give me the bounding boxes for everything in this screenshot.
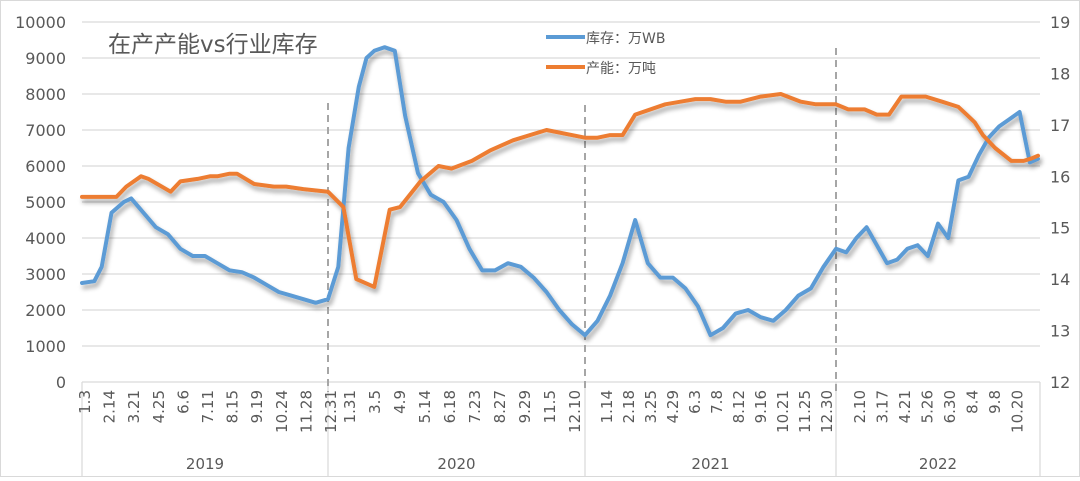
y-axis-right: 12 13 14 15 16 17 18 19: [1050, 13, 1070, 392]
x-tick-label: 3.17: [874, 390, 892, 423]
x-tick-label: 3.21: [125, 390, 143, 423]
y-axis-left: 0 1000 2000 3000 4000 5000 6000 7000 8000 9000 100…: [15, 13, 66, 392]
y-left-tick-label: 9000: [25, 49, 66, 68]
x-tick-label: 5.14: [416, 390, 434, 423]
y-left-tick-label: 3000: [25, 265, 66, 284]
x-tick-label: 5.26: [919, 390, 937, 423]
x-tick-label: 11.25: [796, 390, 814, 433]
legend-label-inventory: 库存：万WB: [586, 31, 665, 47]
x-tick-label: 4.21: [896, 390, 914, 423]
gridlines: [82, 21, 1040, 347]
year-label: 2020: [437, 455, 475, 473]
x-tick-label: 8.12: [730, 390, 748, 423]
legend: 库存：万WB 产能：万吨: [546, 31, 665, 77]
x-tick-label: 10.24: [273, 390, 291, 433]
x-tick-label: 12.31: [322, 390, 340, 433]
x-tick-label: 10.21: [774, 390, 792, 433]
x-tick-label: 12.10: [566, 390, 584, 433]
y-right-tick-label: 16: [1050, 167, 1070, 186]
x-tick-label: 6.3: [686, 390, 704, 414]
chart-title: 在产产能vs行业库存: [108, 32, 318, 58]
y-left-tick-label: 8000: [25, 85, 66, 104]
x-tick-label: 7.23: [466, 390, 484, 423]
x-tick-label: 4.9: [391, 390, 409, 414]
year-label: 2022: [919, 455, 957, 473]
y-right-tick-label: 18: [1050, 64, 1070, 83]
y-right-tick-label: 12: [1050, 373, 1070, 392]
year-label: 2019: [186, 455, 224, 473]
x-tick-label: 2.10: [851, 390, 869, 423]
x-tick-label: 6.18: [441, 390, 459, 423]
y-right-tick-label: 15: [1050, 219, 1070, 238]
series-line-inventory: [80, 45, 1040, 338]
y-left-tick-label: 1000: [25, 337, 66, 356]
x-tick-label: 7.11: [199, 390, 217, 423]
x-tick-label: 11.5: [541, 390, 559, 423]
x-tick-label: 8.15: [224, 390, 242, 423]
year-separators: [327, 48, 837, 392]
x-tick-label: 2.14: [101, 390, 119, 423]
y-right-tick-label: 17: [1050, 116, 1070, 135]
x-tick-label: 12.30: [818, 390, 836, 433]
x-tick-label: 11.28: [297, 390, 315, 433]
y-right-tick-label: 13: [1050, 322, 1070, 341]
x-tick-label: 1.14: [598, 390, 616, 423]
x-tick-label: 7.8: [708, 390, 726, 414]
x-tick-label: 9.16: [752, 390, 770, 423]
x-tick-label: 6.6: [174, 390, 192, 414]
legend-label-capacity: 产能：万吨: [586, 61, 656, 77]
x-tick-label: 2.18: [620, 390, 638, 423]
series-line-capacity: [80, 92, 1040, 289]
x-tick-label: 4.25: [150, 390, 168, 423]
y-left-tick-label: 2000: [25, 301, 66, 320]
x-tick-label: 9.29: [516, 390, 534, 423]
x-axis: 1.3 2.14 3.21 4.25 6.6 7.11 8.15 9.19 10.24 11.28…: [76, 381, 1041, 477]
x-tick-label: 3.25: [642, 390, 660, 423]
year-label: 2021: [691, 455, 729, 473]
y-left-tick-label: 10000: [15, 13, 66, 32]
y-right-tick-label: 19: [1050, 13, 1070, 32]
x-tick-label: 8.4: [964, 390, 982, 414]
y-left-tick-label: 0: [56, 373, 66, 392]
x-tick-label: 1.3: [76, 390, 94, 414]
x-tick-label: 9.8: [986, 390, 1004, 414]
y-right-tick-label: 14: [1050, 270, 1070, 289]
series-lines: [80, 45, 1040, 338]
y-left-tick-label: 6000: [25, 157, 66, 176]
x-tick-label: 4.29: [664, 390, 682, 423]
x-tick-label: 6.30: [941, 390, 959, 423]
x-tick-label: 10.20: [1009, 390, 1027, 433]
x-tick-label: 8.27: [491, 390, 509, 423]
x-tick-label: 9.19: [248, 390, 266, 423]
y-left-tick-label: 7000: [25, 121, 66, 140]
x-tick-label: 3.5: [366, 390, 384, 414]
y-left-tick-label: 4000: [25, 229, 66, 248]
y-left-tick-label: 5000: [25, 193, 66, 212]
x-tick-label: 1.31: [341, 390, 359, 423]
